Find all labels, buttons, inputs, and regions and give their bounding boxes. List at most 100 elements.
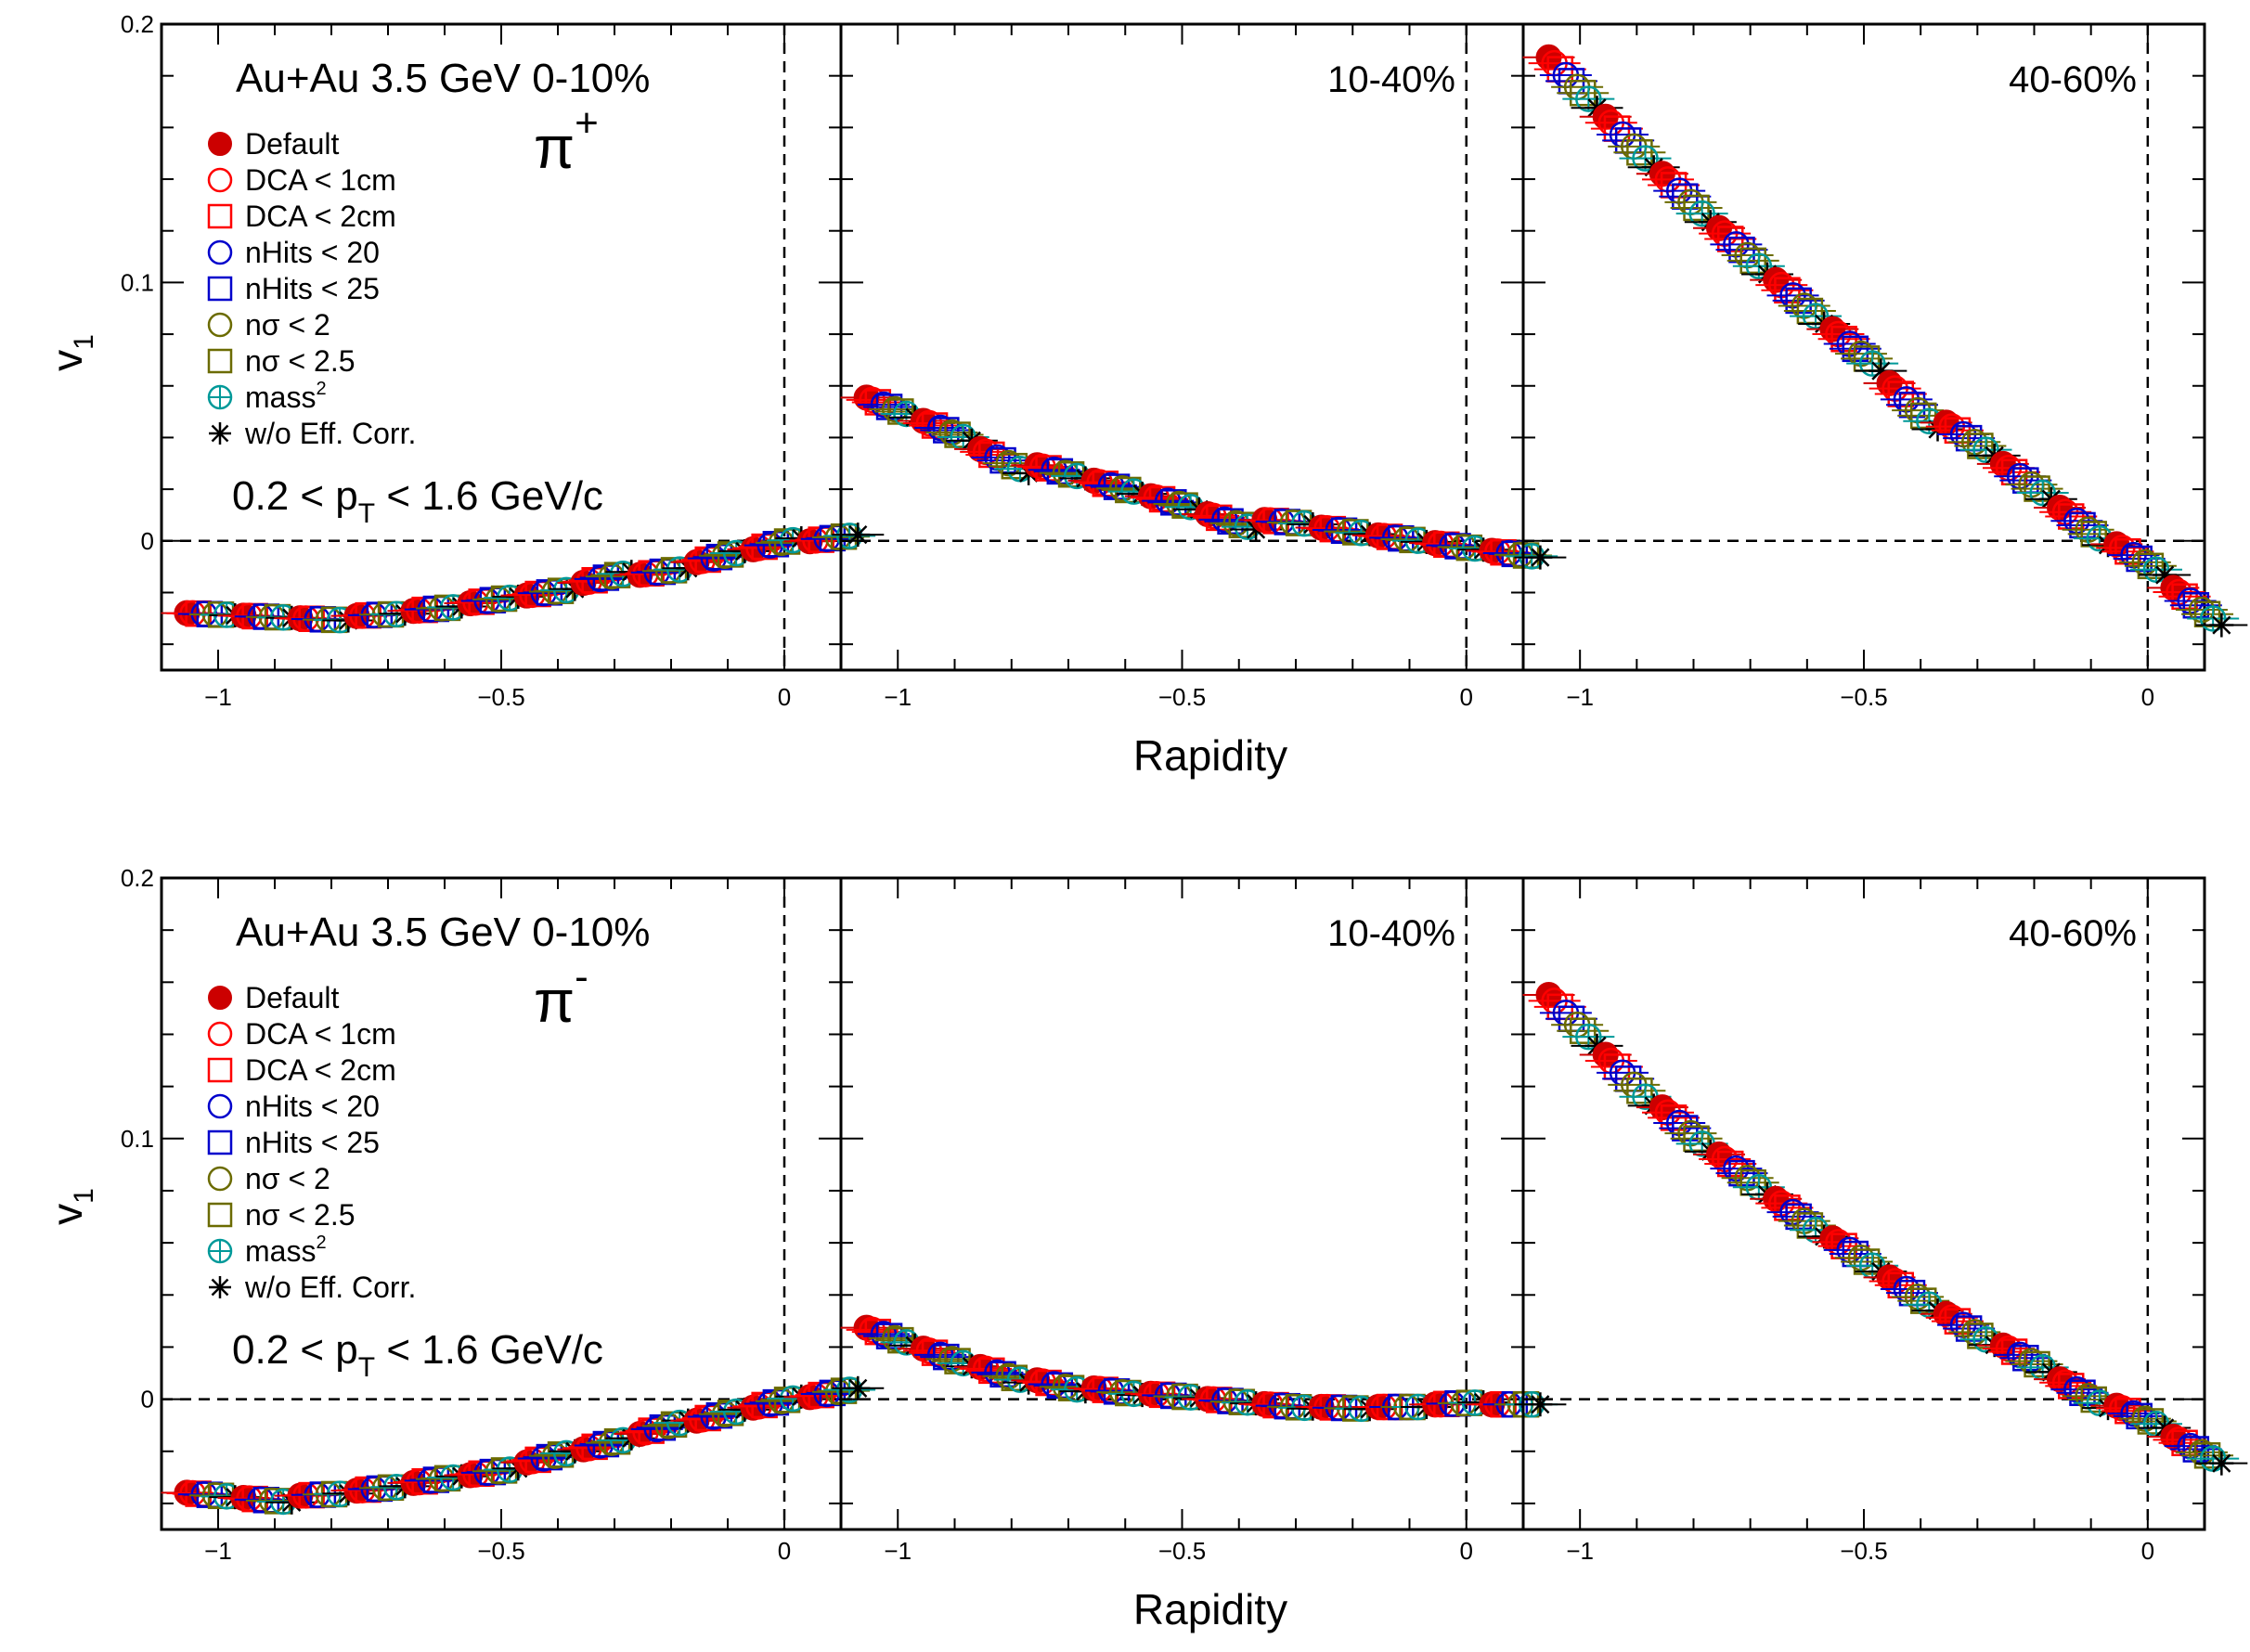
data-point (208, 986, 232, 1010)
marker-open-square (207, 203, 233, 229)
data-point (207, 167, 233, 193)
legend-label: nσ < 2.5 (245, 1198, 356, 1232)
data-point (859, 1316, 886, 1344)
marker-star (209, 422, 231, 445)
chart-row-2: v1 0 0.1 0.2 Rapidity −1 −0.5 0 Au+Au 3.5 GeV 0-… (43, 864, 2248, 1633)
pt-cut-label: 0.2 < pT < 1.6 GeV/c (232, 1327, 603, 1383)
data-point (1683, 194, 1710, 222)
x-tick-label: −0.5 (1158, 1537, 1206, 1565)
x-tick-label: −1 (204, 1537, 232, 1565)
data-point (2212, 1453, 2231, 1473)
legend-label: mass2 (245, 1233, 327, 1268)
data-point (2024, 475, 2050, 502)
legend-label-sup: 2 (316, 379, 326, 399)
marker-cross-circle (2187, 605, 2240, 632)
pt-cut-post: < 1.6 GeV/c (375, 1327, 603, 1373)
data-point (2193, 600, 2221, 627)
x-tick-label: −1 (884, 683, 912, 711)
panel-1: −1 −0.5 0 Au+Au 3.5 GeV 0-10% (160, 876, 885, 1565)
chart-row-1: v1 0 0.1 0.2 Rapidity −1 −0.5 0 Au+Au 3.5 GeV 0-… (43, 10, 2248, 780)
pt-cut-sub: T (358, 1352, 375, 1383)
data-point (207, 1093, 233, 1119)
x-tick-label: 0 (1460, 683, 1473, 711)
x-tick-label: −1 (1566, 1537, 1594, 1565)
pt-cut-label: 0.2 < pT < 1.6 GeV/c (232, 473, 603, 529)
particle-charge: + (575, 100, 599, 146)
x-tick-label: −0.5 (1158, 683, 1206, 711)
data-point (2080, 521, 2107, 548)
panel-frame (1521, 876, 2206, 1531)
data-point (2120, 1400, 2147, 1427)
data-point (207, 1057, 233, 1083)
data-point (1853, 1248, 1881, 1275)
y-axis-label-sub: 1 (69, 334, 99, 350)
system-centrality-label: Au+Au 3.5 GeV 0-10% (236, 56, 650, 101)
marker-open-square (207, 348, 233, 374)
data-point (207, 312, 233, 338)
marker-open-square (207, 276, 233, 302)
panel-1: −1 −0.5 0 Au+Au 3.5 GeV 0-10% (160, 22, 885, 711)
panel-2: −1 −0.5 0 10-40% (839, 876, 1567, 1565)
legend-label: nσ < 2 (245, 308, 330, 342)
x-tick-label: 0 (778, 1537, 791, 1565)
panel-2: −1 −0.5 0 10-40% (839, 22, 1567, 711)
marker-star (1514, 545, 1567, 570)
marker-star (832, 1375, 885, 1400)
marker-cross-circle (207, 384, 233, 410)
data-point (2137, 552, 2165, 580)
x-tick-label: −1 (1566, 683, 1594, 711)
data-point (207, 1021, 233, 1047)
y-tick-label: 0.1 (121, 268, 154, 296)
marker-open-circle (207, 312, 233, 338)
y-axis-label: v1 (43, 334, 99, 371)
centrality-label: 40-60% (2009, 913, 2137, 954)
data-point (207, 276, 233, 302)
x-axis-label: Rapidity (1133, 1585, 1287, 1633)
data-point (208, 132, 232, 156)
panel-3: −1 −0.5 0 40-60% (1521, 876, 2248, 1565)
legend-label: mass2 (245, 379, 327, 414)
data-point (207, 239, 233, 265)
marker-open-circle (207, 167, 233, 193)
data-point (1626, 138, 1653, 166)
legend-label: DCA < 1cm (245, 163, 396, 197)
data-point (2024, 1350, 2050, 1378)
legend-label: DCA < 2cm (245, 200, 396, 233)
marker-open-circle (207, 1093, 233, 1119)
data-point (207, 348, 233, 374)
y-axis-label: v1 (43, 1188, 99, 1225)
data-point (1683, 1125, 1710, 1153)
particle-charge: - (575, 954, 588, 1000)
marker-cross-circle (207, 1238, 233, 1264)
pt-cut-post: < 1.6 GeV/c (375, 473, 603, 519)
data-point (1739, 247, 1766, 275)
x-tick-label: 0 (778, 683, 791, 711)
system-centrality-label: Au+Au 3.5 GeV 0-10% (236, 910, 650, 955)
x-tick-label: −0.5 (477, 683, 524, 711)
marker-open-circle (207, 1021, 233, 1047)
x-tick-label: −0.5 (1840, 1537, 1887, 1565)
data-point (926, 414, 954, 442)
particle-label: π- (534, 954, 588, 1035)
legend-label: DCA < 1cm (245, 1017, 396, 1051)
marker-star (2195, 1451, 2248, 1476)
y-tick-label: 0 (141, 1386, 154, 1413)
x-tick-label: −0.5 (477, 1537, 524, 1565)
legend-label: Default (245, 127, 340, 161)
data-point (2155, 565, 2175, 585)
y-tick-label: 0 (141, 527, 154, 555)
marker-open-circle (207, 239, 233, 265)
legend-label: DCA < 2cm (245, 1053, 396, 1087)
centrality-label: 10-40% (1327, 59, 1455, 100)
panel-3: −1 −0.5 0 40-60% (1521, 22, 2248, 711)
y-axis-label-sub: 1 (69, 1188, 99, 1204)
marker-cross-circle (1959, 436, 2012, 463)
marker-open-square (207, 1129, 233, 1155)
panel-frame (839, 22, 1525, 672)
legend-label: nHits < 20 (245, 1090, 380, 1123)
particle-label: π+ (534, 100, 599, 181)
pt-cut-sub: T (358, 498, 375, 529)
data-point (2212, 615, 2231, 635)
